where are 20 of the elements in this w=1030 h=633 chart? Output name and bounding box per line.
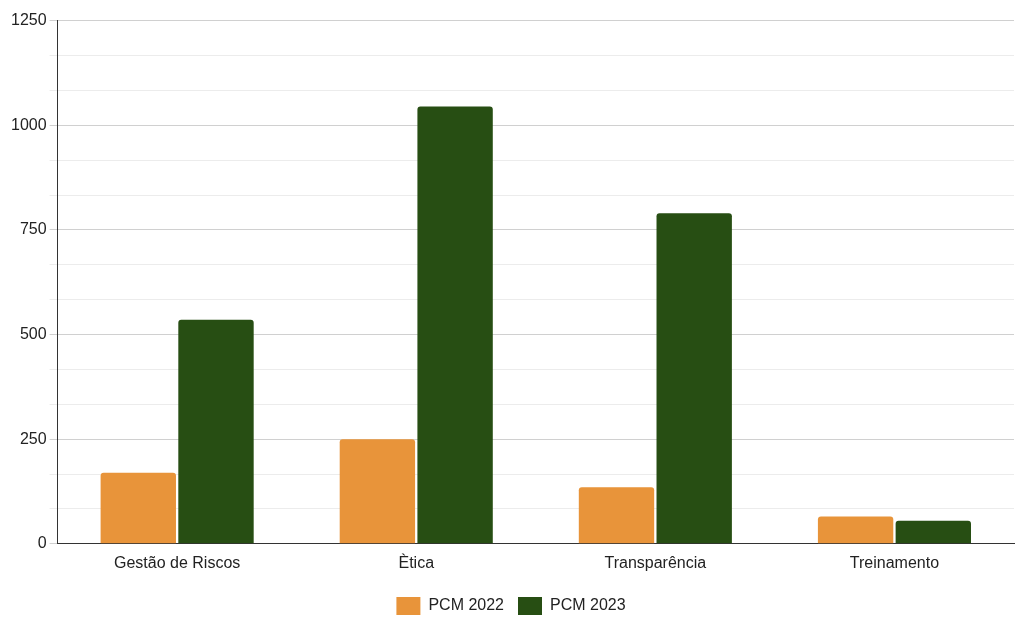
legend-label: PCM 2023 (550, 596, 626, 614)
y-tick-label: 750 (19, 220, 47, 238)
x-tick-label: Ètica (398, 552, 435, 571)
bar (417, 106, 493, 544)
bar (578, 487, 655, 544)
x-tick-label: Gestão de Riscos (114, 553, 241, 571)
y-tick-label: 0 (37, 534, 47, 552)
bar (817, 516, 894, 544)
bar (178, 319, 254, 544)
y-tick-label: 1000 (11, 115, 47, 133)
y-tick-label: 500 (19, 324, 47, 342)
bar (895, 520, 971, 544)
x-tick-label: Transparência (604, 553, 707, 571)
bar (100, 472, 176, 544)
bar (339, 439, 416, 544)
y-tick-label: 1250 (11, 11, 47, 29)
bar (656, 213, 732, 544)
legend-label: PCM 2022 (428, 596, 505, 614)
y-tick-label: 250 (19, 429, 47, 447)
x-tick-label: Treinamento (849, 553, 940, 571)
